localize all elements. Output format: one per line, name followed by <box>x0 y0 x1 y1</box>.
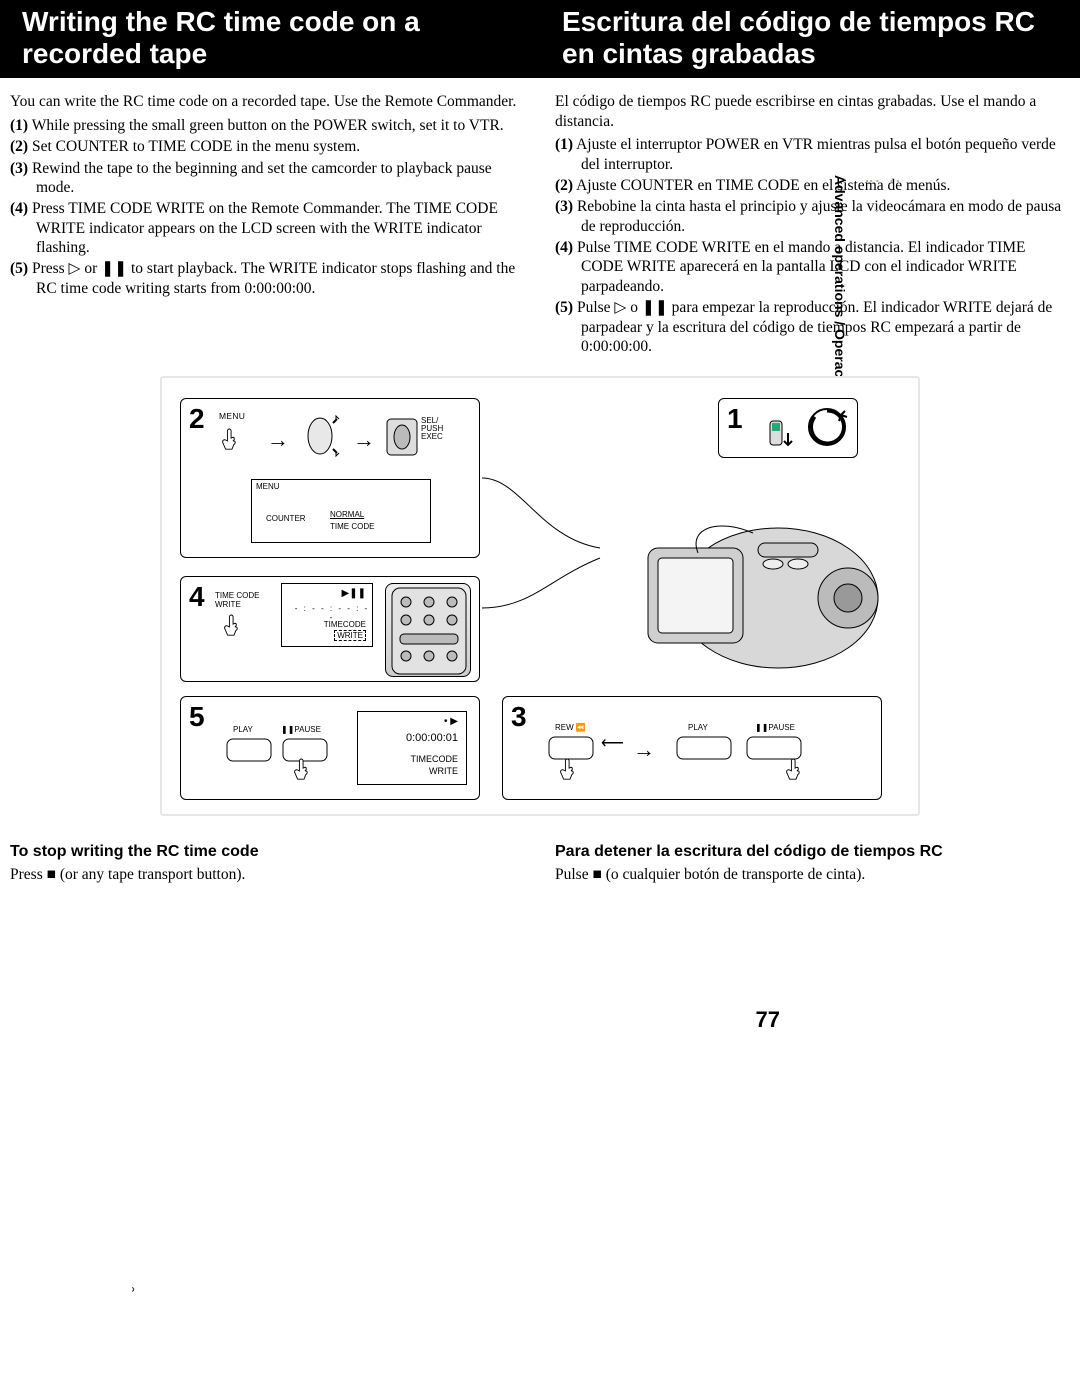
play-pause-buttons-icon <box>225 737 335 771</box>
panel5-lcd-write: WRITE <box>429 766 458 776</box>
scan-edge <box>1064 0 1080 50</box>
step-es-3: (3) Rebobine la cinta hasta el principio… <box>555 197 1070 236</box>
panel4-lcd-write: WRITE <box>334 630 366 641</box>
stop-en: To stop writing the RC time code Press ■… <box>10 842 525 884</box>
panel3-rew-label: REW ⏪ <box>555 723 586 732</box>
instruction-diagram: 1 2 MENU → <box>160 376 920 816</box>
panel3-number: 3 <box>511 701 527 733</box>
step-es-3-text: Rebobine la cinta hasta el principio y a… <box>577 198 1061 234</box>
diagram-panel-3: 3 REW ⏪ ⟵ → PLAY ❚❚PAUSE <box>502 696 882 800</box>
camcorder-illustration <box>598 488 888 678</box>
panel4-lcd: ▶❚❚ - : - - : - - : - - TIMECODE WRITE <box>281 583 373 647</box>
hand-icon <box>293 757 315 783</box>
header-es: Escritura del código de tiempos RC en ci… <box>540 6 1080 70</box>
switch-slide-icon <box>764 417 802 451</box>
hand-icon <box>223 613 245 639</box>
scan-artifact-1: ⠒⠂⠐⠂ <box>864 175 905 192</box>
lcd-timecode-label: TIME CODE <box>330 522 374 531</box>
steps-es: (1) Ajuste el interruptor POWER en VTR m… <box>555 135 1070 356</box>
stop-es-body: Pulse ■ (o cualquier botón de transporte… <box>555 865 1070 884</box>
intro-en: You can write the RC time code on a reco… <box>10 92 525 111</box>
panel2-menu-label: MENU <box>219 411 245 421</box>
header-band: Writing the RC time code on a recorded t… <box>0 0 1080 78</box>
step-es-1: (1) Ajuste el interruptor POWER en VTR m… <box>555 135 1070 174</box>
panel2-number: 2 <box>189 403 205 435</box>
arrow-icon: → <box>267 427 289 453</box>
panel4-playpause: ▶❚❚ <box>342 588 366 599</box>
header-en: Writing the RC time code on a recorded t… <box>0 6 540 70</box>
arrow-icon: → <box>353 427 375 453</box>
stop-es: Para detener la escritura del código de … <box>555 842 1070 884</box>
stop-en-body: Press ■ (or any tape transport button). <box>10 865 525 884</box>
panel5-time: 0:00:00:01 <box>406 732 458 744</box>
diagram-panel-1: 1 <box>718 398 858 458</box>
step-es-5: (5) Pulse ▷ o ❚❚ para empezar la reprodu… <box>555 298 1070 356</box>
hand-icon <box>221 427 243 453</box>
step-es-1-text: Ajuste el interruptor POWER en VTR mient… <box>576 136 1056 172</box>
panel4-lcd-tc: TIMECODE <box>324 620 366 629</box>
steps-en: (1) While pressing the small green butto… <box>10 116 525 298</box>
body-columns: You can write the RC time code on a reco… <box>0 92 1080 358</box>
hand-icon <box>559 757 581 783</box>
step-en-3-text: Rewind the tape to the beginning and set… <box>32 160 492 196</box>
step-en-4-text: Press TIME CODE WRITE on the Remote Comm… <box>32 200 498 256</box>
step-en-1-text: While pressing the small green button on… <box>32 117 504 134</box>
dial-icon <box>299 415 341 457</box>
step-es-5-text: Pulse ▷ o ❚❚ para empezar la reproducció… <box>577 299 1052 355</box>
panel1-number: 1 <box>727 403 743 435</box>
scan-speck: ⸒ <box>130 1266 136 1293</box>
panel4-number: 4 <box>189 581 205 613</box>
stop-en-heading: To stop writing the RC time code <box>10 842 525 862</box>
scan-artifact-2: ⠐⠂ <box>869 205 890 222</box>
panel5-lcd-tc: TIMECODE <box>410 754 458 764</box>
col-es: El código de tiempos RC puede escribirse… <box>555 92 1070 358</box>
power-dial-icon <box>805 405 849 449</box>
panel5-pause-label: ❚❚PAUSE <box>281 725 321 734</box>
step-es-4-text: Pulse TIME CODE WRITE en el mando a dist… <box>577 239 1026 295</box>
sel-push-exec-label: SEL/ PUSH EXEC <box>421 417 443 441</box>
arrow-icon: → <box>633 737 655 763</box>
step-en-1: (1) While pressing the small green butto… <box>10 116 525 135</box>
stop-es-heading: Para detener la escritura del código de … <box>555 842 1070 862</box>
remote-illustration <box>385 583 471 677</box>
panel5-play-label: PLAY <box>233 725 253 734</box>
step-en-5: (5) Press ▷ or ❚❚ to start playback. The… <box>10 259 525 298</box>
step-es-2: (2) Ajuste COUNTER en TIME CODE en el si… <box>555 176 1070 195</box>
panel2-lcd: MENU COUNTER NORMAL TIME CODE <box>251 479 431 543</box>
panel4-tcwrite-label: TIME CODE WRITE <box>215 591 259 609</box>
stop-section: To stop writing the RC time code Press ■… <box>0 816 1080 884</box>
col-en: You can write the RC time code on a reco… <box>10 92 525 358</box>
step-en-3: (3) Rewind the tape to the beginning and… <box>10 159 525 198</box>
connector-lines <box>480 458 620 698</box>
hand-icon <box>785 757 807 783</box>
step-en-4: (4) Press TIME CODE WRITE on the Remote … <box>10 199 525 257</box>
diagram-panel-4: 4 TIME CODE WRITE ▶❚❚ - : - - : - - : - … <box>180 576 480 682</box>
panel3-play-label: PLAY <box>688 723 708 732</box>
intro-es: El código de tiempos RC puede escribirse… <box>555 92 1070 131</box>
panel5-number: 5 <box>189 701 205 733</box>
lcd-counter-label: COUNTER <box>266 514 306 523</box>
lcd-menu-label: MENU <box>256 482 280 491</box>
panel5-lcd: • ▶ 0:00:00:01 TIMECODE WRITE <box>357 711 467 785</box>
step-en-2: (2) Set COUNTER to TIME CODE in the menu… <box>10 137 525 156</box>
diagram-panel-2: 2 MENU → → SEL/ PUSH EXEC MENU <box>180 398 480 558</box>
step-en-2-text: Set COUNTER to TIME CODE in the menu sys… <box>32 138 360 155</box>
diagram-panel-5: 5 PLAY ❚❚PAUSE • ▶ 0:00:00:01 TIMECODE W… <box>180 696 480 800</box>
page-number: 77 <box>756 1007 780 1033</box>
lcd-normal-label: NORMAL <box>330 510 364 519</box>
step-es-4: (4) Pulse TIME CODE WRITE en el mando a … <box>555 238 1070 296</box>
panel3-pause-label: ❚❚PAUSE <box>755 723 795 732</box>
step-en-5-text: Press ▷ or ❚❚ to start playback. The WRI… <box>32 260 515 296</box>
